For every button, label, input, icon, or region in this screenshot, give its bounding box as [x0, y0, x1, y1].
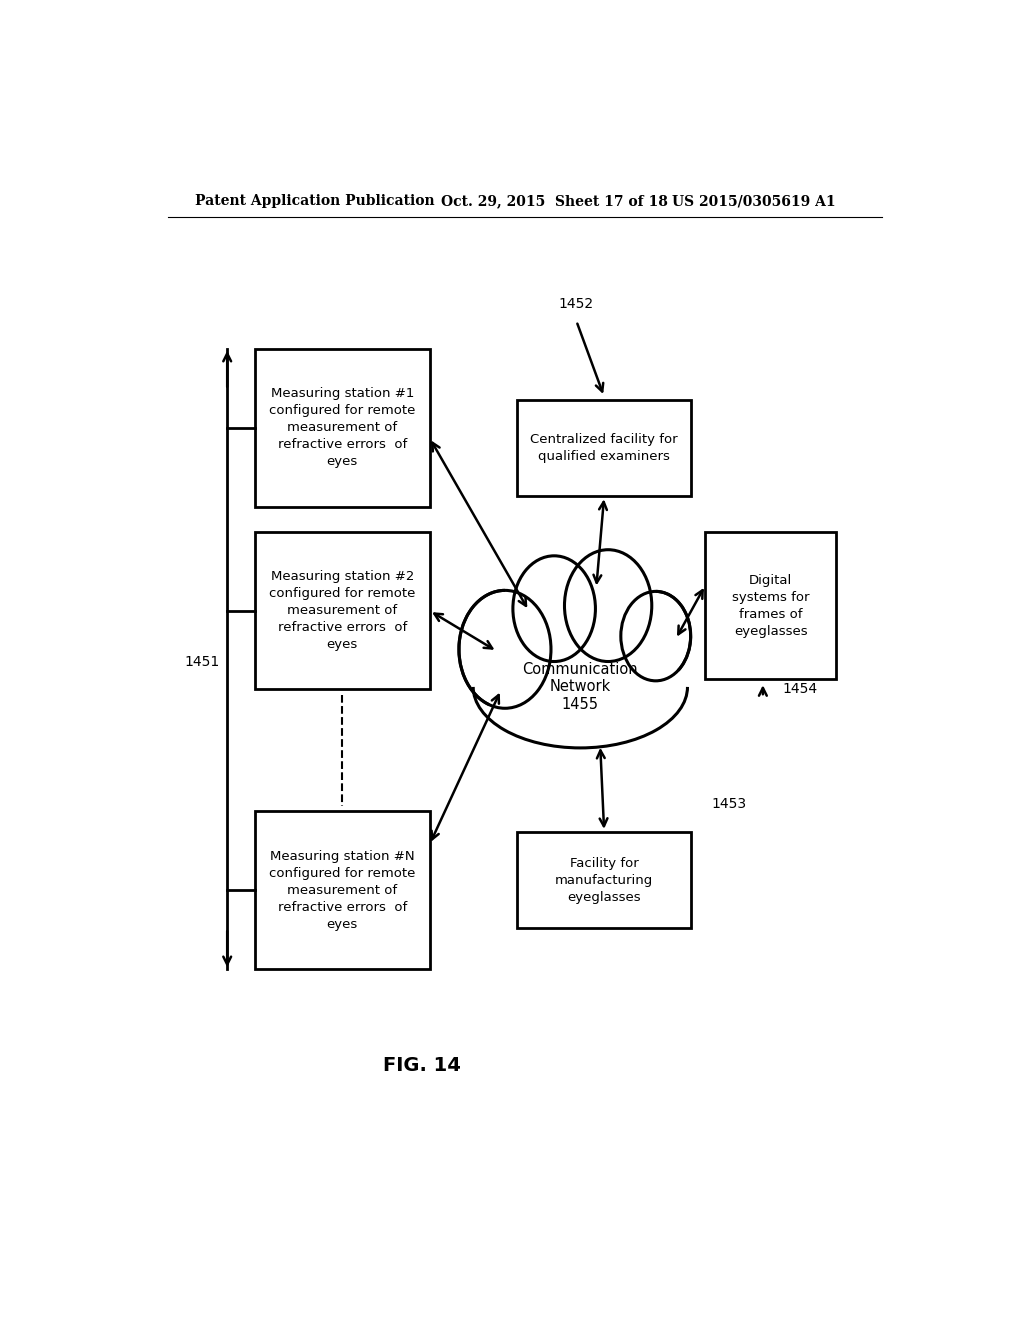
Text: Digital
systems for
frames of
eyeglasses: Digital systems for frames of eyeglasses [732, 574, 810, 638]
Circle shape [513, 556, 595, 661]
Text: Oct. 29, 2015  Sheet 17 of 18: Oct. 29, 2015 Sheet 17 of 18 [441, 194, 669, 209]
Text: Measuring station #N
configured for remote
measurement of
refractive errors  of
: Measuring station #N configured for remo… [269, 850, 416, 931]
Text: Facility for
manufacturing
eyeglasses: Facility for manufacturing eyeglasses [555, 857, 653, 904]
Text: Measuring station #1
configured for remote
measurement of
refractive errors  of
: Measuring station #1 configured for remo… [269, 387, 416, 469]
Text: 1453: 1453 [712, 797, 746, 810]
Text: 1451: 1451 [184, 655, 219, 668]
Circle shape [564, 549, 651, 661]
Text: Measuring station #2
configured for remote
measurement of
refractive errors  of
: Measuring station #2 configured for remo… [269, 570, 416, 651]
Ellipse shape [473, 626, 687, 748]
Bar [517, 400, 691, 496]
Text: 1454: 1454 [782, 682, 818, 696]
Text: Centralized facility for
qualified examiners: Centralized facility for qualified exami… [530, 433, 678, 463]
Text: Patent Application Publication: Patent Application Publication [196, 194, 435, 209]
Circle shape [625, 597, 686, 676]
Text: FIG. 14: FIG. 14 [383, 1056, 461, 1074]
Bar [255, 348, 430, 507]
Text: 1452: 1452 [559, 297, 594, 312]
Bar [706, 532, 837, 680]
Bar [255, 812, 430, 969]
Circle shape [621, 591, 690, 681]
Circle shape [459, 590, 551, 709]
Circle shape [569, 557, 646, 655]
Bar [517, 832, 691, 928]
Text: Communication
Network
1455: Communication Network 1455 [522, 663, 638, 711]
Circle shape [518, 562, 591, 655]
Text: US 2015/0305619 A1: US 2015/0305619 A1 [672, 194, 836, 209]
Circle shape [465, 598, 546, 701]
Ellipse shape [484, 632, 677, 742]
Bar [255, 532, 430, 689]
